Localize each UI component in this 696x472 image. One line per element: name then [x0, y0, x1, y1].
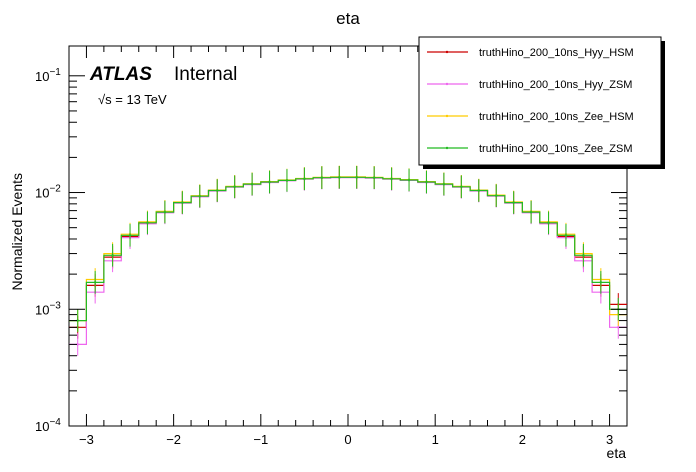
- y-tick-label: 10−2: [35, 184, 61, 201]
- data-point: [163, 210, 167, 214]
- legend-entry: truthHino_200_10ns_Zee_HSM: [427, 111, 634, 123]
- legend-label: truthHino_200_10ns_Hyy_ZSM: [479, 79, 632, 91]
- legend-marker: [445, 82, 449, 86]
- x-tick-label: −2: [166, 432, 181, 447]
- series-layer: [69, 165, 627, 356]
- data-point: [76, 343, 79, 346]
- data-point: [529, 210, 533, 214]
- data-point: [111, 254, 114, 257]
- series-line: [69, 176, 627, 322]
- legend-box: [418, 36, 662, 166]
- legend: truthHino_200_10ns_Hyy_HSM truthHino_200_…: [418, 36, 665, 169]
- data-point: [233, 185, 236, 188]
- data-point: [181, 201, 184, 204]
- y-tick-label: 10−4: [35, 417, 61, 434]
- data-point: [564, 234, 568, 237]
- internal-label: Internal: [174, 64, 237, 85]
- legend-label: truthHino_200_10ns_Zee_HSM: [479, 111, 634, 123]
- data-point: [460, 185, 463, 188]
- data-point: [390, 177, 393, 181]
- data-point: [320, 176, 324, 179]
- y-tick-label: 10−3: [35, 300, 61, 317]
- data-point: [425, 180, 428, 184]
- data-point: [582, 254, 585, 257]
- atlas-label: ATLAS: [89, 64, 152, 85]
- data-point: [250, 182, 254, 186]
- x-tick-label: −3: [79, 432, 94, 447]
- data-point: [338, 176, 341, 179]
- data-point: [495, 194, 498, 197]
- data-point: [76, 319, 79, 322]
- legend-marker: [445, 114, 449, 118]
- y-axis-label: Normalized Events: [9, 173, 25, 291]
- x-tick-label: 2: [519, 432, 526, 447]
- data-point: [617, 326, 620, 329]
- data-point: [285, 179, 289, 182]
- data-point: [547, 221, 550, 225]
- data-point: [442, 182, 446, 186]
- x-tick-label: 0: [344, 432, 351, 447]
- legend-label: truthHino_200_10ns_Zee_ZSM: [479, 143, 632, 155]
- data-point: [93, 281, 97, 284]
- y-tick-label: 10−1: [35, 67, 61, 84]
- legend-marker: [445, 50, 449, 54]
- data-point: [355, 176, 358, 179]
- data-point: [268, 180, 271, 184]
- legend-label: truthHino_200_10ns_Hyy_HSM: [479, 47, 634, 59]
- data-point: [477, 189, 480, 192]
- legend-entry: truthHino_200_10ns_Hyy_ZSM: [427, 79, 632, 91]
- legend-entry: truthHino_200_10ns_Zee_ZSM: [427, 143, 632, 155]
- energy-label: √s = 13 TeV: [98, 92, 167, 107]
- series-4: [69, 166, 627, 332]
- data-point: [599, 281, 603, 284]
- data-point: [146, 221, 149, 225]
- data-point: [303, 177, 306, 181]
- x-axis-label: eta: [607, 445, 627, 461]
- data-point: [372, 176, 376, 179]
- y-axis: 10−4 10−3 10−2 10−1: [35, 67, 627, 434]
- data-point: [216, 189, 219, 192]
- x-tick-label: 3: [606, 432, 613, 447]
- data-point: [128, 234, 132, 237]
- legend-marker: [445, 146, 449, 150]
- x-tick-label: −1: [253, 432, 268, 447]
- x-axis: −3 −2 −1 0 1 2 3: [68, 46, 628, 447]
- data-point: [407, 178, 411, 182]
- legend-entry: truthHino_200_10ns_Hyy_HSM: [427, 47, 634, 59]
- x-tick-label: 1: [432, 432, 439, 447]
- data-point: [198, 195, 201, 198]
- data-point: [512, 201, 515, 204]
- chart-title: eta: [336, 9, 360, 28]
